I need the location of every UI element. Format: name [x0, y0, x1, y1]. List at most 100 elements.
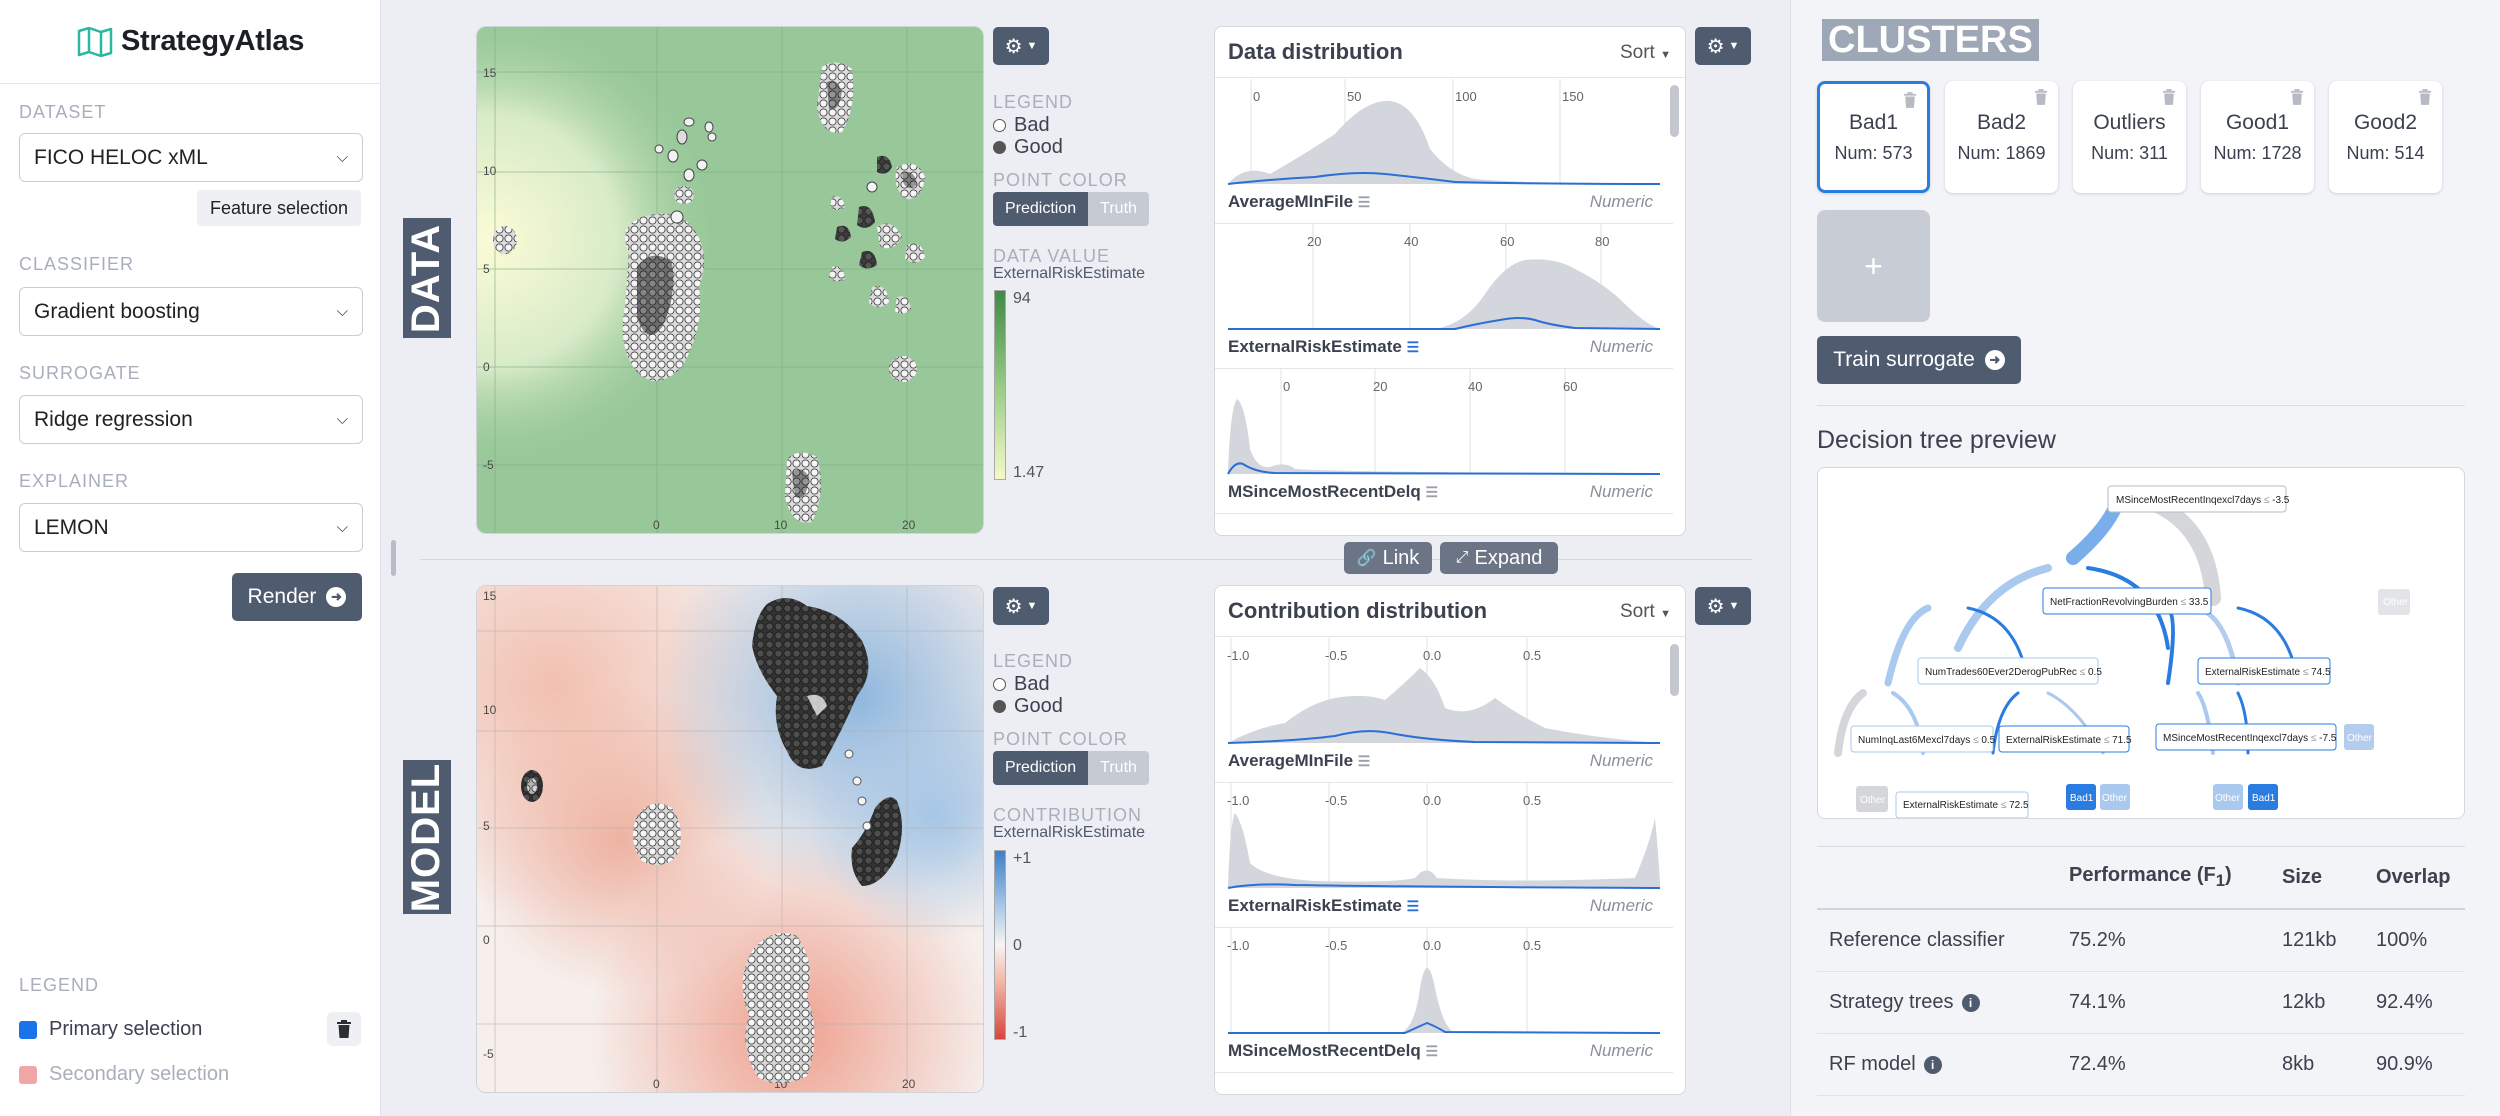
prediction-toggle[interactable]: Prediction [993, 192, 1089, 226]
perf-header: Performance (F1) [2057, 846, 2270, 910]
svg-text:0.5: 0.5 [1523, 648, 1541, 663]
clear-selection-button[interactable] [327, 1012, 361, 1046]
size-header: Size [2270, 846, 2364, 910]
gear-icon: ⚙ [1706, 595, 1725, 618]
list-item[interactable]: 20 40 60 80 ExternalRiskEstimate ☰ Numeric [1215, 224, 1673, 369]
map-tick: 0 [483, 360, 490, 374]
colorbar-min: -1 [1013, 1024, 1028, 1041]
feature-name: AverageMInFile ☰ [1228, 192, 1371, 211]
caret-down-icon: ▼ [1728, 600, 1740, 612]
cluster-card-bad1[interactable]: Bad1 Num: 573 [1817, 81, 1930, 193]
tree-node: NumInqLast6Mexcl7days ≤ 0.5 [1858, 735, 1996, 746]
truth-toggle[interactable]: Truth [1088, 751, 1149, 785]
contribution-distribution-settings-button[interactable]: ⚙ ▼ [1695, 587, 1751, 625]
train-surrogate-button[interactable]: Train surrogate ➜ [1817, 336, 2021, 384]
cluster-card-good1[interactable]: Good1 Num: 1728 [2201, 81, 2314, 193]
info-icon[interactable]: i [1923, 1055, 1942, 1074]
decision-tree-title: Decision tree preview [1817, 426, 2056, 454]
prediction-toggle[interactable]: Prediction [993, 751, 1089, 785]
bad-dot [993, 678, 1006, 691]
svg-text:0.5: 0.5 [1523, 938, 1541, 953]
list-item[interactable]: 0 50 100 150 AverageMInFile ☰ Numeric [1215, 79, 1673, 224]
map-tick: 0 [653, 518, 660, 532]
link-button[interactable]: 🔗 Link [1344, 542, 1432, 574]
classifier-select[interactable]: Gradient boosting ⌵ [19, 287, 363, 336]
app-title: StrategyAtlas [120, 25, 305, 57]
cluster-count: Num: 1728 [2213, 142, 2302, 163]
info-icon[interactable]: i [1961, 993, 1980, 1012]
map-tick: 10 [774, 518, 788, 532]
decision-tree-preview[interactable]: MSinceMostRecentInqexcl7days ≤ -3.5 Othe… [1817, 467, 2465, 819]
model-map-settings-button[interactable]: ⚙ ▼ [993, 587, 1049, 625]
scrollbar[interactable] [1670, 644, 1679, 696]
feature-type: Numeric [1589, 337, 1653, 356]
surrogate-select[interactable]: Ridge regression ⌵ [19, 395, 363, 444]
svg-text:40: 40 [1404, 234, 1418, 249]
map-tick: 0 [653, 1077, 660, 1091]
cluster-count: Num: 514 [2346, 142, 2425, 163]
table-row: RF model i 72.4% 8kb 90.9% [1817, 1033, 2465, 1096]
dataset-select[interactable]: FICO HELOC xML ⌵ [19, 133, 363, 182]
caret-down-icon: ▼ [1728, 40, 1740, 52]
data-legend-good: Good [993, 136, 1063, 159]
link-icon: 🔗 [1356, 550, 1377, 567]
scrollbar[interactable] [1670, 85, 1679, 137]
cluster-card-bad2[interactable]: Bad2 Num: 1869 [1945, 81, 2058, 193]
trash-icon[interactable] [2290, 89, 2304, 110]
svg-text:-0.5: -0.5 [1325, 938, 1347, 953]
list-item[interactable]: -1.0 -0.5 0.0 0.5 AverageMInFile ☰ Numeric [1215, 638, 1673, 783]
tree-node: MSinceMostRecentInqexcl7days ≤ -7.5 [2163, 733, 2337, 744]
surrogate-label: SURROGATE [19, 363, 141, 383]
tree-leaf: Bad1 [2252, 793, 2276, 804]
data-distribution-settings-button[interactable]: ⚙ ▼ [1695, 27, 1751, 65]
tree-node: NumTrades60Ever2DerogPubRec ≤ 0.5 [1925, 667, 2102, 678]
data-point-color-toggle: Prediction Truth [993, 192, 1149, 226]
expand-button[interactable]: ⤢ Expand [1440, 542, 1558, 574]
list-item[interactable]: -1.0 -0.5 0.0 0.5 MSinceMostRecentDelq ☰ Nu… [1215, 928, 1673, 1073]
cluster-name: Bad1 [1848, 110, 1899, 134]
feature-type: Numeric [1589, 482, 1653, 501]
model-embedding-map[interactable]: 15 10 5 0 -5 0 10 20 [476, 585, 984, 1093]
sidebar [0, 0, 381, 1116]
sort-dropdown[interactable]: Sort ▼ [1619, 42, 1671, 63]
cluster-count: Num: 311 [2091, 142, 2168, 163]
explainer-select[interactable]: LEMON ⌵ [19, 503, 363, 552]
explainer-value: LEMON [34, 515, 109, 539]
classifier-value: Gradient boosting [34, 299, 200, 323]
arrow-right-icon: ➜ [1984, 350, 2005, 370]
map-icon [77, 26, 113, 57]
trash-icon[interactable] [2418, 89, 2432, 110]
gear-icon: ⚙ [1706, 35, 1725, 58]
feature-selection-button[interactable]: Feature selection [197, 190, 361, 226]
svg-text:0.0: 0.0 [1423, 938, 1441, 953]
legend-primary[interactable]: Primary selection [19, 1018, 202, 1041]
expand-icon: ⤢ [1455, 549, 1469, 566]
layers-icon: ☰ [1425, 484, 1438, 500]
data-distribution-panel: Data distribution Sort ▼ 0 50 100 150 Avera… [1214, 26, 1686, 536]
svg-text:-0.5: -0.5 [1325, 648, 1347, 663]
tree-node: MSinceMostRecentInqexcl7days ≤ -3.5 [2116, 495, 2290, 506]
cluster-card-good2[interactable]: Good2 Num: 514 [2329, 81, 2442, 193]
data-embedding-map[interactable]: 15 10 5 0 -5 0 10 20 [476, 26, 984, 534]
list-item[interactable]: 0 20 40 60 MSinceMostRecentDelq ☰ Numeric [1215, 369, 1673, 514]
panel-title: Contribution distribution [1228, 598, 1488, 623]
sidebar-resize-handle[interactable] [391, 540, 396, 576]
list-item[interactable]: -1.0 -0.5 0.0 0.5 ExternalRiskEstimate ☰ Nu… [1215, 783, 1673, 928]
svg-text:0.0: 0.0 [1423, 648, 1441, 663]
legend-secondary[interactable]: Secondary selection [19, 1063, 229, 1086]
cluster-card-outliers[interactable]: Outliers Num: 311 [2073, 81, 2186, 193]
trash-icon[interactable] [2034, 89, 2048, 110]
sort-dropdown[interactable]: Sort ▼ [1619, 601, 1671, 622]
model-legend-good: Good [993, 695, 1063, 718]
layers-icon: ☰ [1357, 194, 1371, 210]
contribution-distribution-panel: Contribution distribution Sort ▼ -1.0 -0.… [1214, 585, 1686, 1095]
add-cluster-button[interactable]: + [1817, 210, 1930, 322]
svg-text:0.5: 0.5 [1523, 793, 1541, 808]
trash-icon[interactable] [1903, 92, 1917, 113]
trash-icon[interactable] [2162, 89, 2176, 110]
tree-leaf: Other [1860, 795, 1886, 806]
data-map-settings-button[interactable]: ⚙ ▼ [993, 27, 1049, 65]
truth-toggle[interactable]: Truth [1088, 192, 1149, 226]
render-button[interactable]: Render ➜ [232, 573, 362, 621]
model-point-color-toggle: Prediction Truth [993, 751, 1149, 785]
